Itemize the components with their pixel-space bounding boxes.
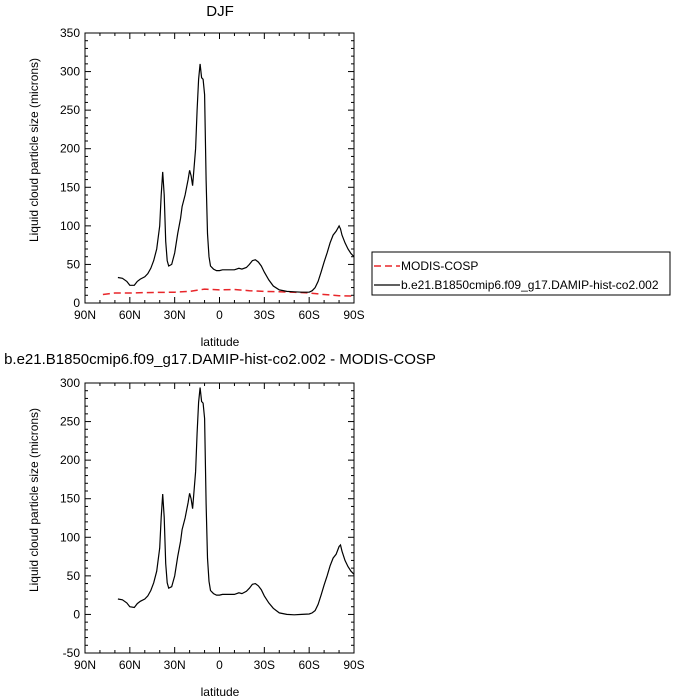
plot-frame xyxy=(84,32,355,304)
y-axis-label: Liquid cloud particle size (microns) xyxy=(27,58,41,242)
x-tick-label: 90N xyxy=(74,658,96,672)
plot-area: -50 0 50 100 150 200 250 300 90N 60N 30N 0 30S 60S 90S xyxy=(60,376,365,672)
legend-box xyxy=(371,251,671,296)
y-tick-label: 300 xyxy=(60,376,80,390)
y-tick-label: 150 xyxy=(60,180,80,194)
y-tick-label: 50 xyxy=(67,257,81,271)
y-tick-label: 0 xyxy=(73,607,80,621)
x-tick-label: 60S xyxy=(298,308,319,322)
x-tick-label: 90S xyxy=(343,658,364,672)
x-axis-label: latitude xyxy=(201,685,240,699)
plot-area: 0 50 100 150 200 250 300 350 90N 60N 30N 0 30S 60S 90S xyxy=(60,26,365,322)
y-tick-label: 250 xyxy=(60,415,80,429)
chart-djf: DJF 0 50 100 150 200 250 300 350 90N 60N 30N 0 30S 60… xyxy=(27,3,365,349)
y-tick-label: 150 xyxy=(60,492,80,506)
y-tick-label: 0 xyxy=(73,296,80,310)
y-tick-label: 200 xyxy=(60,453,80,467)
x-tick-label: 60N xyxy=(119,658,141,672)
y-tick-label: 350 xyxy=(60,26,80,40)
legend: MODIS-COSP b.e21.B1850cmip6.f09_g17.DAMI… xyxy=(371,251,671,296)
chart-difference: b.e21.B1850cmip6.f09_g17.DAMIP-hist-co2.… xyxy=(4,351,436,699)
x-tick-label: 30S xyxy=(254,308,275,322)
y-tick-label: 100 xyxy=(60,530,80,544)
x-tick-label: 90S xyxy=(343,308,364,322)
x-tick-label: 30S xyxy=(254,658,275,672)
y-axis-label: Liquid cloud particle size (microns) xyxy=(27,408,41,592)
x-tick-label: 30N xyxy=(164,658,186,672)
y-tick-label: 300 xyxy=(60,65,80,79)
legend-label-modis-cosp: MODIS-COSP xyxy=(401,259,478,273)
series-line-0 xyxy=(102,288,355,297)
x-tick-label: 0 xyxy=(216,308,223,322)
y-tick-label: -50 xyxy=(63,646,81,660)
y-tick-label: 250 xyxy=(60,103,80,117)
x-tick-label: 30N xyxy=(164,308,186,322)
chart-title: DJF xyxy=(206,3,234,20)
series-line-0 xyxy=(117,387,355,616)
x-tick-label: 0 xyxy=(216,658,223,672)
x-axis-label: latitude xyxy=(201,335,240,349)
series-line-1 xyxy=(117,63,355,293)
chart-title: b.e21.B1850cmip6.f09_g17.DAMIP-hist-co2.… xyxy=(4,351,436,368)
x-tick-label: 60S xyxy=(298,658,319,672)
legend-label-model: b.e21.B1850cmip6.f09_g17.DAMIP-hist-co2.… xyxy=(401,278,659,292)
y-tick-label: 200 xyxy=(60,142,80,156)
x-tick-label: 60N xyxy=(119,308,141,322)
y-tick-label: 100 xyxy=(60,219,80,233)
y-tick-label: 50 xyxy=(67,569,81,583)
x-tick-label: 90N xyxy=(74,308,96,322)
